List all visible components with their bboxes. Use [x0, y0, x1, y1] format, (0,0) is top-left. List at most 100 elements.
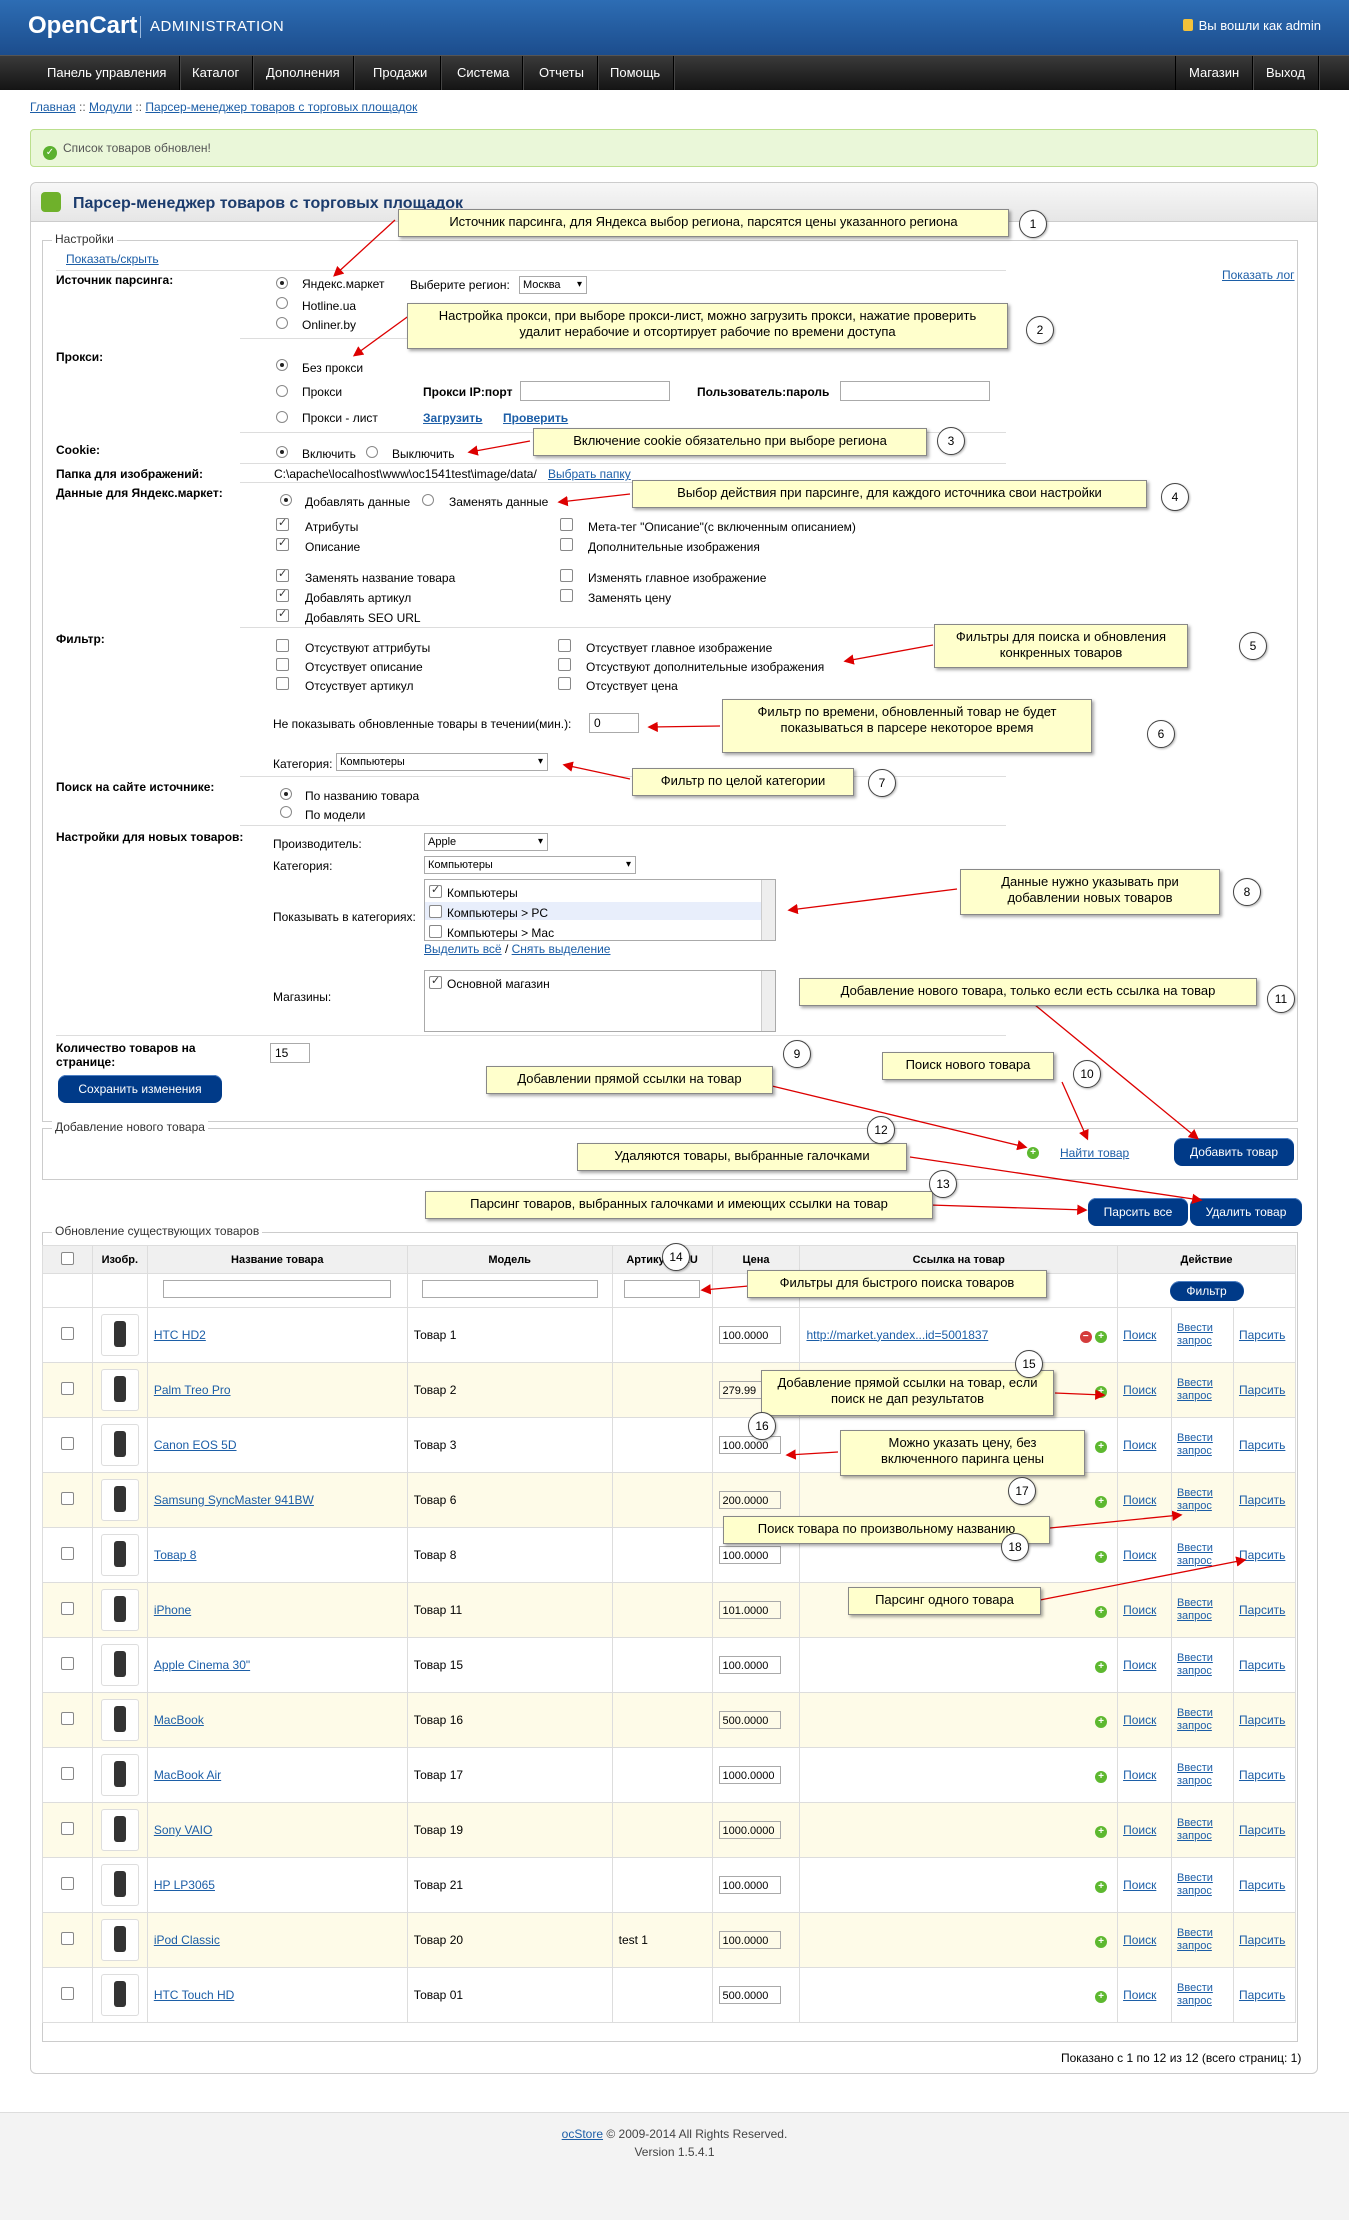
attributes-checkbox[interactable]	[276, 516, 289, 531]
parse-link[interactable]: Парсить	[1238, 1603, 1286, 1617]
search-by-model-radio[interactable]	[280, 806, 292, 818]
product-name-link[interactable]: Samsung SyncMaster 941BW	[153, 1493, 314, 1507]
menu-item-help[interactable]: Помощь	[597, 56, 675, 90]
enter-query-link[interactable]: Ввести запрос	[1177, 1762, 1213, 1787]
remove-link-icon[interactable]: −	[1079, 1330, 1092, 1343]
product-thumbnail[interactable]	[100, 1919, 139, 1961]
menu-item-sales[interactable]: Продажи	[360, 56, 442, 90]
parse-link[interactable]: Парсить	[1238, 1988, 1286, 2002]
categories-scrollbar[interactable]	[761, 880, 775, 940]
row-checkbox[interactable]	[60, 1822, 74, 1835]
toggle-settings-link[interactable]: Показать/скрыть	[66, 252, 159, 266]
no-extra-images-checkbox[interactable]	[558, 658, 571, 671]
product-thumbnail[interactable]	[100, 1424, 139, 1466]
logo[interactable]: OpenCart	[28, 12, 138, 39]
search-link[interactable]: Поиск	[1123, 1713, 1157, 1727]
row-checkbox[interactable]	[60, 1767, 74, 1780]
parse-all-button[interactable]: Парсить все	[1088, 1198, 1188, 1226]
category-checkbox[interactable]	[429, 925, 442, 938]
product-name-link[interactable]: Canon EOS 5D	[153, 1438, 237, 1452]
enter-query-link[interactable]: Ввести запрос	[1177, 1322, 1213, 1347]
load-proxy-link[interactable]: Загрузить	[423, 411, 483, 425]
product-name-link[interactable]: Sony VAIO	[153, 1823, 213, 1837]
parse-link[interactable]: Парсить	[1238, 1328, 1286, 1342]
category-checkbox[interactable]	[429, 883, 442, 898]
enter-query-link[interactable]: Ввести запрос	[1177, 1377, 1213, 1402]
parse-link[interactable]: Парсить	[1238, 1383, 1286, 1397]
filter-button[interactable]: Фильтр	[1169, 1280, 1244, 1301]
source-radio-hotline[interactable]	[276, 297, 288, 309]
price-input[interactable]: 1000.0000	[718, 1766, 781, 1784]
manufacturer-select[interactable]: Apple	[424, 833, 548, 851]
search-link[interactable]: Поиск	[1123, 1603, 1157, 1617]
parse-link[interactable]: Парсить	[1238, 1878, 1286, 1892]
row-checkbox[interactable]	[60, 1657, 74, 1670]
price-input[interactable]: 100.0000	[718, 1326, 781, 1344]
product-thumbnail[interactable]	[100, 1754, 139, 1796]
parse-link[interactable]: Парсить	[1238, 1823, 1286, 1837]
check-proxy-link[interactable]: Проверить	[503, 411, 569, 425]
row-checkbox[interactable]	[60, 1382, 74, 1395]
search-link[interactable]: Поиск	[1123, 1933, 1157, 1947]
product-thumbnail[interactable]	[100, 1534, 139, 1576]
add-seo-checkbox[interactable]	[276, 607, 289, 622]
search-link[interactable]: Поиск	[1123, 1878, 1157, 1892]
breadcrumb-home[interactable]: Главная	[30, 100, 76, 114]
change-main-image-checkbox[interactable]	[560, 569, 573, 582]
select-all-link[interactable]: Выделить всё	[424, 942, 502, 956]
no-attributes-checkbox[interactable]	[276, 639, 289, 652]
add-link-icon[interactable]: +	[1095, 1495, 1108, 1508]
add-data-radio[interactable]	[280, 494, 292, 506]
search-link[interactable]: Поиск	[1123, 1823, 1157, 1837]
enter-query-link[interactable]: Ввести запрос	[1177, 1817, 1213, 1842]
product-thumbnail[interactable]	[100, 1589, 139, 1631]
no-main-image-checkbox[interactable]	[558, 639, 571, 652]
search-link[interactable]: Поиск	[1123, 1383, 1157, 1397]
product-thumbnail[interactable]	[100, 1974, 139, 2016]
enter-query-link[interactable]: Ввести запрос	[1177, 1597, 1213, 1622]
product-source-link[interactable]: http://market.yandex...id=5001837	[806, 1327, 989, 1342]
price-input[interactable]: 100.0000	[718, 1656, 781, 1674]
extra-images-checkbox[interactable]	[560, 538, 573, 551]
add-sku-checkbox[interactable]	[276, 587, 289, 602]
search-link[interactable]: Поиск	[1123, 1768, 1157, 1782]
menu-item-system[interactable]: Система	[444, 56, 524, 90]
column-header[interactable]: Цена	[711, 1245, 801, 1274]
column-header[interactable]: Название товара	[146, 1245, 408, 1274]
find-product-link[interactable]: Найти товар	[1060, 1146, 1130, 1160]
no-sku-checkbox[interactable]	[276, 677, 289, 690]
time-filter-input[interactable]: 0	[589, 713, 639, 733]
proxy-radio-none[interactable]	[276, 359, 288, 371]
model-filter-input[interactable]	[421, 1280, 598, 1298]
enter-query-link[interactable]: Ввести запрос	[1177, 1432, 1213, 1457]
stores-scrollbar[interactable]	[761, 971, 775, 1031]
region-select[interactable]: Москва	[519, 276, 587, 294]
product-name-link[interactable]: iPod Classic	[153, 1933, 220, 1947]
qty-input[interactable]: 15	[270, 1043, 310, 1063]
replace-data-radio[interactable]	[422, 494, 434, 506]
proxy-radio-list[interactable]	[276, 411, 288, 423]
product-name-link[interactable]: HTC Touch HD	[153, 1988, 235, 2002]
add-link-icon[interactable]: +	[1095, 1990, 1108, 2003]
menu-item-dashboard[interactable]: Панель управления	[34, 56, 181, 90]
price-input[interactable]: 100.0000	[718, 1436, 781, 1454]
name-filter-input[interactable]	[163, 1280, 392, 1298]
menu-item-logout[interactable]: Выход	[1253, 56, 1319, 90]
parse-link[interactable]: Парсить	[1238, 1658, 1286, 1672]
categories-list[interactable]: Компьютеры Компьютеры > PC Компьютеры > …	[424, 879, 776, 941]
meta-description-checkbox[interactable]	[560, 518, 573, 531]
price-input[interactable]: 100.0000	[718, 1876, 781, 1894]
parse-link[interactable]: Парсить	[1238, 1548, 1286, 1562]
description-checkbox[interactable]	[276, 536, 289, 551]
product-thumbnail[interactable]	[100, 1864, 139, 1906]
add-link-icon[interactable]: +	[1095, 1550, 1108, 1563]
row-checkbox[interactable]	[60, 1547, 74, 1560]
add-link-icon[interactable]: +	[1095, 1770, 1108, 1783]
store-checkbox[interactable]	[429, 974, 442, 989]
add-link-icon[interactable]: +	[1095, 1935, 1108, 1948]
product-thumbnail[interactable]	[100, 1699, 139, 1741]
product-name-link[interactable]: Apple Cinema 30"	[153, 1658, 251, 1672]
delete-product-button[interactable]: Удалить товар	[1190, 1198, 1302, 1226]
price-input[interactable]: 200.0000	[718, 1491, 781, 1509]
footer-brand-link[interactable]: ocStore	[561, 2127, 604, 2141]
